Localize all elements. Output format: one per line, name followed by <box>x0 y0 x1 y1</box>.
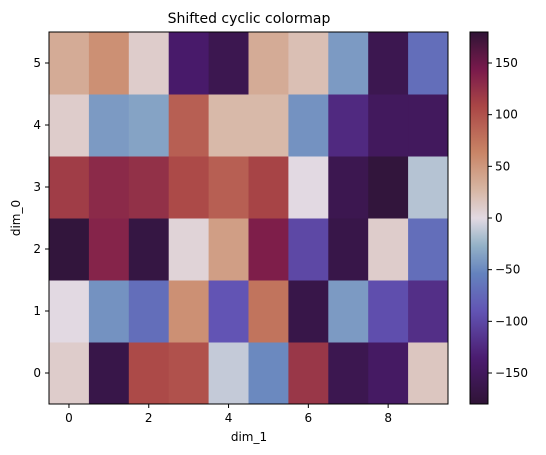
y-axis: 0 1 2 3 4 5 <box>33 56 49 380</box>
heatmap-cell <box>49 156 90 219</box>
heatmap-cell <box>88 32 130 95</box>
heatmap-cell <box>368 32 409 95</box>
heatmap-cell <box>248 94 289 157</box>
colorbar-tick-label: 50 <box>495 159 510 173</box>
plot-frame <box>48 31 449 405</box>
heatmap-cell <box>368 342 409 405</box>
heatmap-cell <box>208 156 249 219</box>
heatmap-cell <box>288 94 329 157</box>
y-tick-label: 1 <box>33 304 41 318</box>
heatmap-cell <box>128 280 170 343</box>
colorbar-tick-label: 0 <box>495 211 503 225</box>
heatmap-cell <box>128 94 170 157</box>
heatmap-cell <box>288 280 329 343</box>
heatmap-cell <box>368 94 409 157</box>
heatmap-grid <box>49 32 449 405</box>
heatmap-cell <box>88 156 130 219</box>
heatmap-cell <box>168 280 210 343</box>
heatmap-cell <box>49 32 90 95</box>
heatmap-cell <box>208 32 249 95</box>
heatmap-cell <box>208 342 249 405</box>
heatmap-cell <box>288 218 329 281</box>
heatmap-cell <box>168 218 210 281</box>
x-tick-label: 8 <box>384 411 392 425</box>
heatmap-cell <box>49 342 90 405</box>
heatmap-cell <box>248 280 289 343</box>
x-tick-label: 6 <box>305 411 313 425</box>
heatmap-cell <box>208 280 249 343</box>
heatmap-cell <box>408 94 449 157</box>
heatmap-cell <box>328 342 369 405</box>
heatmap-cell <box>368 218 409 281</box>
heatmap-cell <box>248 342 289 405</box>
heatmap-cell <box>288 32 329 95</box>
colorbar-tick-label: −50 <box>495 263 520 277</box>
heatmap-cell <box>88 280 130 343</box>
x-axis-label: dim_1 <box>231 430 267 444</box>
x-tick-label: 0 <box>65 411 73 425</box>
y-tick-label: 4 <box>33 118 41 132</box>
heatmap-cell <box>168 342 210 405</box>
heatmap-cell <box>128 342 170 405</box>
y-tick-label: 2 <box>33 242 41 256</box>
heatmap-cell <box>49 280 90 343</box>
colorbar-tick-label: −100 <box>495 314 528 328</box>
heatmap-cell <box>168 156 210 219</box>
heatmap-cell <box>328 32 369 95</box>
colorbar-tick-label: 100 <box>495 108 518 122</box>
chart-title: Shifted cyclic colormap <box>168 11 331 27</box>
heatmap-cell <box>88 94 130 157</box>
heatmap-cell <box>328 156 369 219</box>
heatmap-cell <box>208 94 249 157</box>
heatmap-cell <box>408 218 449 281</box>
y-axis-label: dim_0 <box>9 200 23 236</box>
heatmap-cell <box>328 94 369 157</box>
colorbar <box>469 31 489 405</box>
heatmap-cell <box>328 280 369 343</box>
heatmap-cell <box>128 156 170 219</box>
colorbar-tick-label: 150 <box>495 56 518 70</box>
heatmap-cell <box>328 218 369 281</box>
x-tick-label: 4 <box>225 411 233 425</box>
heatmap-cell <box>368 280 409 343</box>
x-axis: 0 2 4 6 8 <box>65 404 392 425</box>
heatmap-cell <box>248 32 289 95</box>
y-tick-label: 0 <box>33 366 41 380</box>
heatmap-cell <box>288 156 329 219</box>
heatmap-cell <box>208 218 249 281</box>
heatmap-cell <box>248 218 289 281</box>
heatmap-cell <box>248 156 289 219</box>
heatmap-cell <box>408 280 449 343</box>
heatmap-cell <box>168 32 210 95</box>
heatmap-cell <box>408 342 449 405</box>
heatmap-cell <box>408 156 449 219</box>
colorbar-tick-label: −150 <box>495 366 528 380</box>
heatmap-cell <box>288 342 329 405</box>
heatmap-cell <box>128 32 170 95</box>
heatmap-cell <box>408 32 449 95</box>
heatmap-cell <box>88 342 130 405</box>
heatmap-cell <box>168 94 210 157</box>
heatmap-cell <box>49 218 90 281</box>
colorbar-axis: 150 100 50 0 −50 −100 −150 <box>488 56 528 380</box>
heatmap-cell <box>368 156 409 219</box>
y-tick-label: 3 <box>33 180 41 194</box>
x-tick-label: 2 <box>145 411 153 425</box>
y-tick-label: 5 <box>33 56 41 70</box>
heatmap-cell <box>49 94 90 157</box>
heatmap-cell <box>88 218 130 281</box>
heatmap-cell <box>128 218 170 281</box>
